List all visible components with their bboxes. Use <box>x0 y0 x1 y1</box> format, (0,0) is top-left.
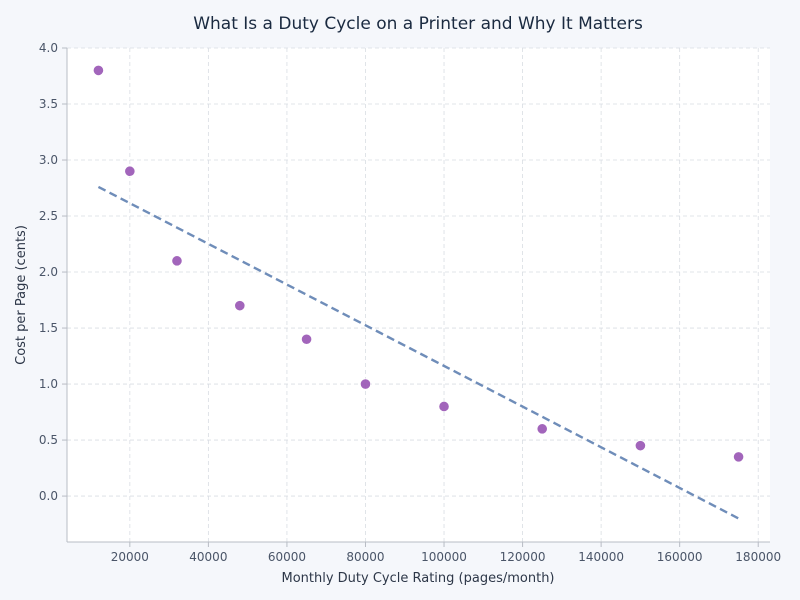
scatter-point <box>536 423 548 435</box>
y-tick-label: 0.5 <box>39 433 58 447</box>
scatter-point <box>438 400 450 413</box>
scatter-point <box>732 451 745 463</box>
x-tick-label: 80000 <box>346 550 384 564</box>
chart-title: What Is a Duty Cycle on a Printer and Wh… <box>193 14 643 34</box>
scatter-point <box>124 165 136 177</box>
x-tick-label: 60000 <box>268 550 306 564</box>
x-tick-label: 180000 <box>735 550 781 564</box>
y-tick-label: 1.5 <box>39 321 58 335</box>
trendline <box>97 185 740 520</box>
scatter-point <box>300 333 313 345</box>
trendline-group <box>97 185 740 520</box>
y-tick-label: 2.0 <box>39 265 58 279</box>
y-tick-label: 2.5 <box>39 209 58 223</box>
x-tick-label: 140000 <box>578 550 624 564</box>
x-tick-label: 120000 <box>500 550 546 564</box>
plot-background <box>67 48 770 542</box>
x-tick-label: 20000 <box>111 550 149 564</box>
x-tick-label: 40000 <box>189 550 227 564</box>
x-axis-title: Monthly Duty Cycle Rating (pages/month) <box>281 571 554 586</box>
grid <box>67 47 770 542</box>
axes: 20000 40000 60000 80000 100000 120000 140000 16… <box>39 41 781 564</box>
points-group <box>92 64 745 463</box>
scatter-point <box>634 440 646 452</box>
scatter-point <box>171 255 183 267</box>
y-tick-label: 3.5 <box>39 97 58 111</box>
y-tick-label: 0.0 <box>39 489 58 503</box>
y-tick-label: 1.0 <box>39 377 58 391</box>
scatter-point <box>234 300 246 312</box>
x-tick-label: 160000 <box>657 550 703 564</box>
y-axis-title: Cost per Page (cents) <box>14 225 29 365</box>
scatter-point <box>359 378 372 390</box>
scatter-point <box>92 64 105 77</box>
x-tick-label: 100000 <box>421 550 467 564</box>
y-tick-label: 3.0 <box>39 153 58 167</box>
y-tick-label: 4.0 <box>39 41 58 55</box>
